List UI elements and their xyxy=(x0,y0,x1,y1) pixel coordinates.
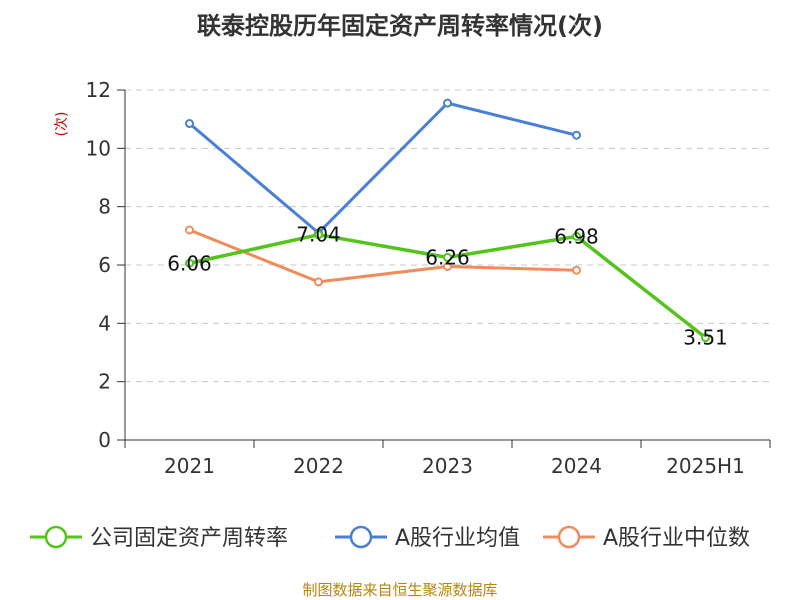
legend-label: A股行业均值 xyxy=(395,526,520,551)
x-tick-labels: 2021 2022 2023 2024 2025H1 xyxy=(164,454,745,478)
series-lines xyxy=(185,98,710,343)
data-point xyxy=(701,333,710,343)
x-tick-label: 2024 xyxy=(551,454,602,478)
series-line xyxy=(188,101,577,235)
y-tick-label: 4 xyxy=(98,311,111,335)
source-note: 制图数据来自恒生聚源数据库 xyxy=(302,581,497,599)
data-label: 3.51 xyxy=(683,326,728,350)
legend[interactable]: 公司固定资产周转率 A股行业均值 A股行业中位数 xyxy=(30,525,750,551)
data-labels: 6.06 7.04 6.26 6.98 3.51 xyxy=(167,223,728,350)
data-point xyxy=(314,277,323,287)
series-line xyxy=(188,228,577,284)
y-tick-label: 10 xyxy=(86,136,111,160)
legend-marker xyxy=(557,525,581,549)
legend-label: 公司固定资产周转率 xyxy=(90,526,288,551)
data-point xyxy=(572,265,581,275)
data-label: 6.98 xyxy=(554,224,599,248)
y-tick-label: 12 xyxy=(86,78,111,102)
y-tick-label: 6 xyxy=(98,253,111,277)
axes xyxy=(117,89,771,448)
legend-marker xyxy=(349,525,373,549)
x-tick-label: 2025H1 xyxy=(666,454,745,478)
data-point xyxy=(185,225,194,235)
data-label: 7.04 xyxy=(296,223,341,247)
y-axis-label: (次) xyxy=(54,112,70,137)
data-point xyxy=(314,230,323,240)
data-label: 6.06 xyxy=(167,251,212,275)
grid-lines xyxy=(125,89,770,383)
legend-marker xyxy=(44,525,68,549)
y-tick-label: 8 xyxy=(98,195,111,219)
data-point xyxy=(443,261,452,271)
y-tick-label: 0 xyxy=(98,428,111,452)
data-point xyxy=(443,98,452,108)
y-tick-labels: 0 2 4 6 8 10 12 xyxy=(86,78,111,452)
data-point xyxy=(443,252,452,262)
x-tick-label: 2022 xyxy=(293,454,344,478)
y-tick-label: 2 xyxy=(98,370,111,394)
x-tick-label: 2023 xyxy=(422,454,473,478)
data-point xyxy=(185,119,194,129)
legend-label: A股行业中位数 xyxy=(603,526,750,551)
data-point xyxy=(185,258,194,268)
data-point xyxy=(572,130,581,140)
data-label: 6.26 xyxy=(425,245,470,269)
data-point xyxy=(572,231,581,241)
x-tick-label: 2021 xyxy=(164,454,215,478)
chart-title: 联泰控股历年固定资产周转率情况(次) xyxy=(197,12,603,40)
